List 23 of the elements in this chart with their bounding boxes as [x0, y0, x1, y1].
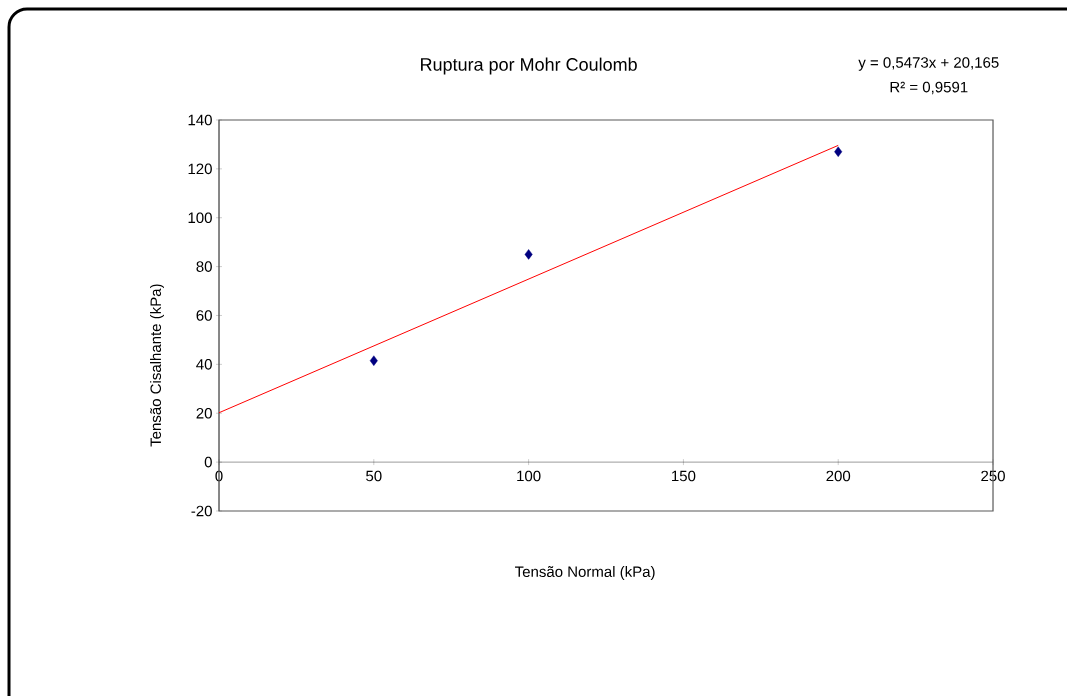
- point: [524, 249, 533, 260]
- y-tick-label: 0: [204, 456, 212, 468]
- y-tick-label: 100: [188, 212, 212, 224]
- x-tick-label: 100: [517, 470, 541, 482]
- y-tick-label: 60: [196, 310, 212, 321]
- y-tick-label: 80: [196, 261, 212, 272]
- x-tick-label: 150: [672, 470, 696, 482]
- y-tick-label: -20: [191, 505, 212, 517]
- x-tick-label: 200: [826, 470, 851, 482]
- y-tick-label: 140: [188, 114, 212, 126]
- y-tick-label: 120: [188, 163, 212, 175]
- y-axis-title: Tensão Cisalhante (kPa): [150, 284, 164, 447]
- x-tick-label: 0: [215, 470, 223, 482]
- x-tick-label: 250: [981, 470, 1005, 482]
- point: [834, 146, 843, 157]
- y-tick-label: 40: [196, 359, 212, 370]
- chart-title: Ruptura por Mohr Coulomb: [421, 57, 637, 75]
- y-tick-label: 20: [196, 407, 212, 419]
- point: [369, 355, 378, 366]
- text: R² = 0,9591: [890, 81, 968, 95]
- x-tick-label: 50: [366, 470, 382, 482]
- text: y = 0,5473x + 20,165: [858, 57, 999, 71]
- x-axis-title: Tensão Normal (kPa): [515, 565, 655, 580]
